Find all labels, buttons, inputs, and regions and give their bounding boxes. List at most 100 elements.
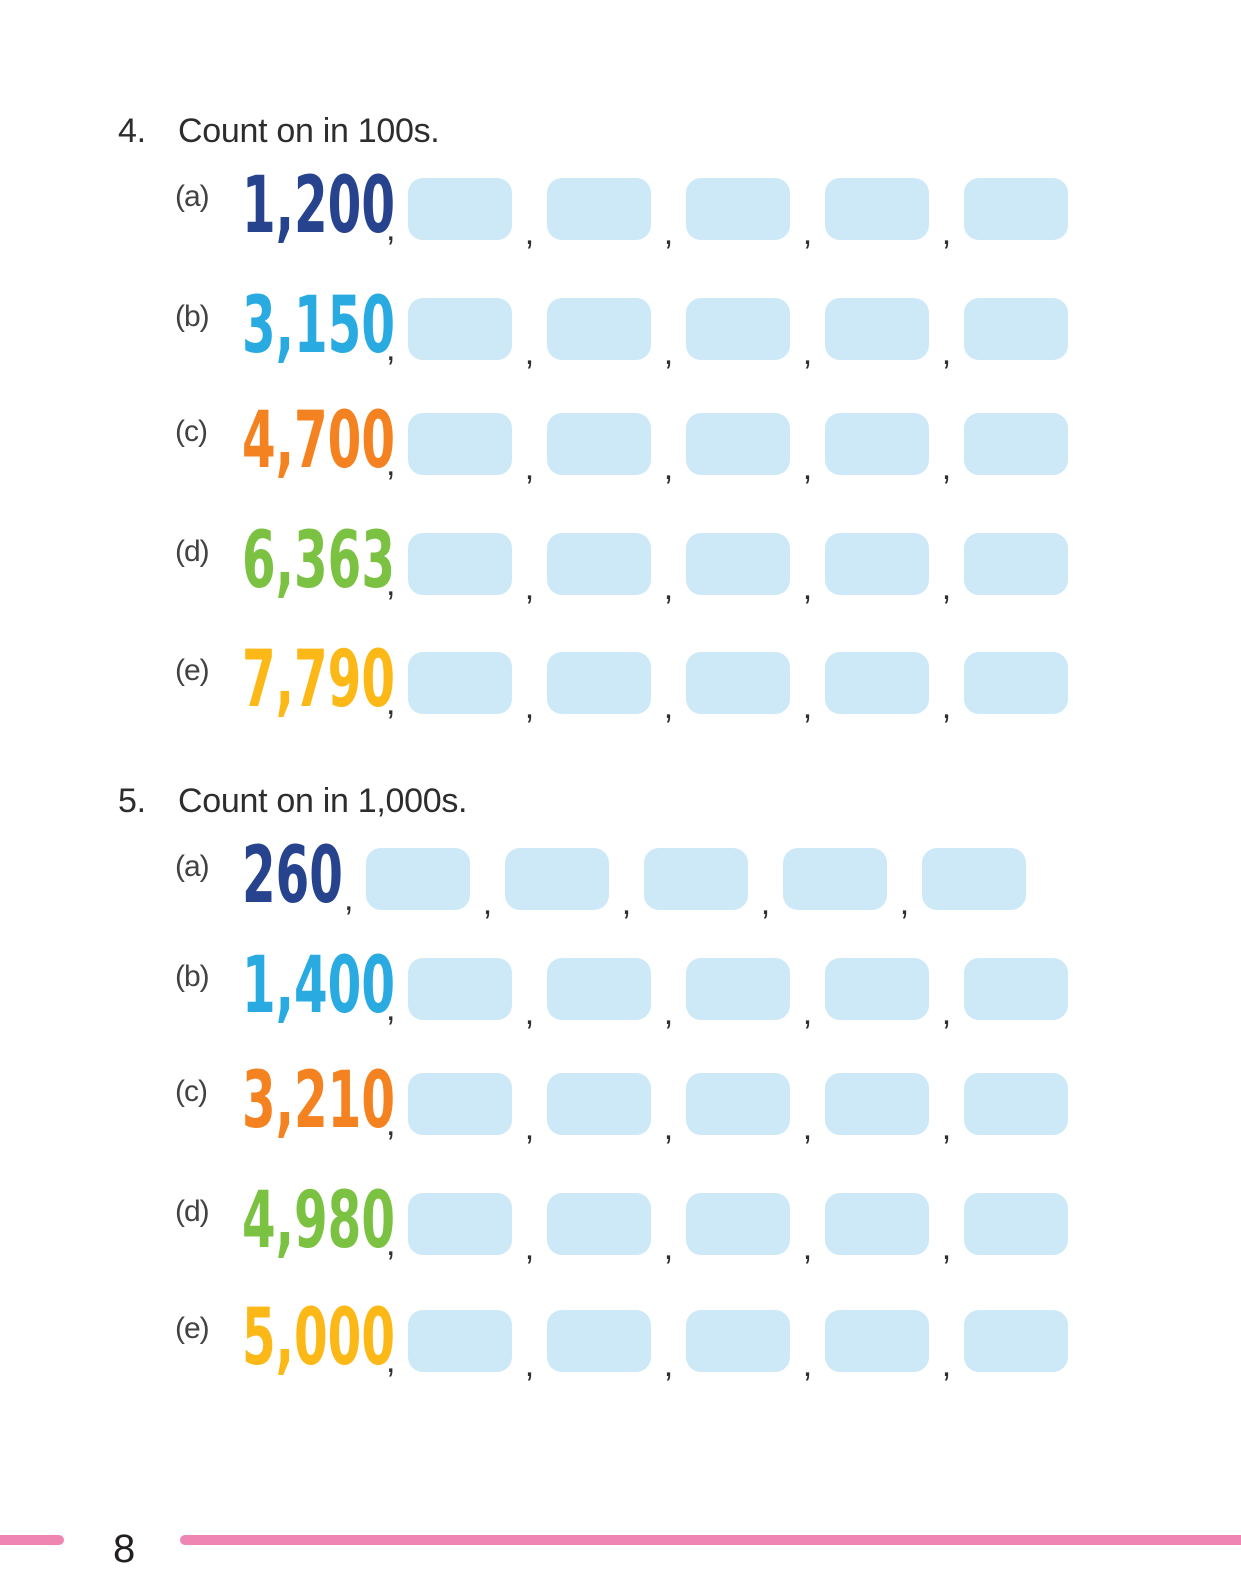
answer-box[interactable] xyxy=(686,298,790,360)
comma-separator: , xyxy=(941,449,952,487)
answer-box[interactable] xyxy=(825,1310,929,1372)
answer-box[interactable] xyxy=(825,1073,929,1135)
answer-box[interactable] xyxy=(964,652,1068,714)
comma-separator: , xyxy=(663,214,674,252)
answer-box[interactable] xyxy=(964,178,1068,240)
answer-box[interactable] xyxy=(686,413,790,475)
answer-box[interactable] xyxy=(547,298,651,360)
answer-box[interactable] xyxy=(644,848,748,910)
comma-separator: , xyxy=(386,445,396,483)
answer-box[interactable] xyxy=(825,958,929,1020)
answer-box[interactable] xyxy=(964,533,1068,595)
answer-box[interactable] xyxy=(408,1193,512,1255)
exercise-row-5b: (b) 1,400 , ,,,, xyxy=(175,947,1185,1030)
answer-box[interactable] xyxy=(825,533,929,595)
answer-box[interactable] xyxy=(686,1193,790,1255)
comma-separator: , xyxy=(386,990,396,1028)
item-label: (d) xyxy=(175,1195,210,1228)
comma-separator: , xyxy=(524,449,535,487)
answer-box[interactable] xyxy=(783,848,887,910)
answer-box[interactable] xyxy=(408,178,512,240)
answer-box[interactable] xyxy=(408,413,512,475)
comma-separator: , xyxy=(663,569,674,607)
answer-box[interactable] xyxy=(547,413,651,475)
answer-box[interactable] xyxy=(366,848,470,910)
answer-box[interactable] xyxy=(408,533,512,595)
exercise-row-5a: (a) 260 , ,,,, xyxy=(175,837,1185,920)
answer-box[interactable] xyxy=(686,958,790,1020)
answer-box[interactable] xyxy=(547,1193,651,1255)
pink-rule-left xyxy=(0,1535,64,1545)
comma-separator: , xyxy=(802,1346,813,1384)
answer-box[interactable] xyxy=(547,1073,651,1135)
comma-separator: , xyxy=(524,334,535,372)
start-number: 4,700 xyxy=(242,396,395,486)
comma-separator: , xyxy=(524,688,535,726)
answer-box[interactable] xyxy=(547,958,651,1020)
answer-box[interactable] xyxy=(408,958,512,1020)
comma-separator: , xyxy=(663,1346,674,1384)
comma-separator: , xyxy=(941,994,952,1032)
answer-box[interactable] xyxy=(825,1193,929,1255)
answer-box[interactable] xyxy=(922,848,1026,910)
item-label: (c) xyxy=(175,415,208,448)
comma-separator: , xyxy=(941,1229,952,1267)
answer-box[interactable] xyxy=(825,298,929,360)
comma-separator: , xyxy=(941,569,952,607)
comma-separator: , xyxy=(802,1109,813,1147)
answer-boxes: ,,,, xyxy=(408,298,1068,370)
answer-box[interactable] xyxy=(964,1193,1068,1255)
pink-rule-right xyxy=(180,1535,1241,1545)
answer-box[interactable] xyxy=(964,1073,1068,1135)
answer-box[interactable] xyxy=(408,1073,512,1135)
comma-separator: , xyxy=(941,688,952,726)
comma-separator: , xyxy=(386,210,396,248)
answer-box[interactable] xyxy=(686,652,790,714)
comma-separator: , xyxy=(524,569,535,607)
answer-box[interactable] xyxy=(964,298,1068,360)
answer-box[interactable] xyxy=(825,413,929,475)
answer-box[interactable] xyxy=(964,1310,1068,1372)
item-label: (e) xyxy=(175,654,210,687)
answer-boxes: ,,,, xyxy=(408,652,1068,724)
answer-box[interactable] xyxy=(408,652,512,714)
answer-boxes: ,,,, xyxy=(408,1073,1068,1145)
answer-box[interactable] xyxy=(825,652,929,714)
answer-box[interactable] xyxy=(686,1310,790,1372)
page-number: 8 xyxy=(113,1527,136,1571)
answer-box[interactable] xyxy=(964,958,1068,1020)
comma-separator: , xyxy=(524,1229,535,1267)
start-number: 5,000 xyxy=(242,1293,395,1383)
comma-separator: , xyxy=(663,688,674,726)
question-5-header: 5. Count on in 1,000s. xyxy=(118,782,467,822)
answer-box[interactable] xyxy=(686,1073,790,1135)
answer-box[interactable] xyxy=(964,413,1068,475)
answer-box[interactable] xyxy=(547,533,651,595)
answer-boxes: ,,,, xyxy=(408,1193,1068,1265)
answer-box[interactable] xyxy=(825,178,929,240)
item-label: (a) xyxy=(175,180,210,213)
comma-separator: , xyxy=(524,1346,535,1384)
comma-separator: , xyxy=(524,1109,535,1147)
comma-separator: , xyxy=(524,214,535,252)
answer-box[interactable] xyxy=(408,1310,512,1372)
comma-separator: , xyxy=(802,214,813,252)
answer-boxes: ,,,, xyxy=(366,848,1026,920)
exercise-row-4b: (b) 3,150 , ,,,, xyxy=(175,287,1185,370)
answer-box[interactable] xyxy=(547,1310,651,1372)
comma-separator: , xyxy=(941,334,952,372)
comma-separator: , xyxy=(621,884,632,922)
answer-box[interactable] xyxy=(547,652,651,714)
answer-boxes: ,,,, xyxy=(408,958,1068,1030)
answer-box[interactable] xyxy=(547,178,651,240)
answer-box[interactable] xyxy=(505,848,609,910)
answer-box[interactable] xyxy=(408,298,512,360)
answer-boxes: ,,,, xyxy=(408,1310,1068,1382)
answer-box[interactable] xyxy=(686,178,790,240)
answer-boxes: ,,,, xyxy=(408,178,1068,250)
exercise-row-4c: (c) 4,700 , ,,,, xyxy=(175,402,1185,485)
comma-separator: , xyxy=(802,569,813,607)
answer-box[interactable] xyxy=(686,533,790,595)
comma-separator: , xyxy=(663,334,674,372)
